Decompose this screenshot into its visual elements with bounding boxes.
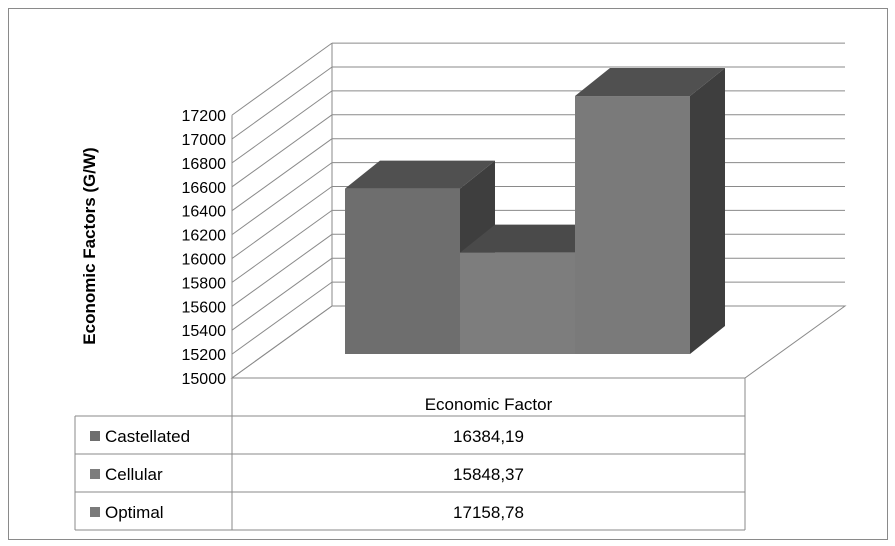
data-table: Economic Factor Castellated 16384,19 Cellul… — [74, 378, 746, 531]
gridline-diagonal — [231, 186, 333, 259]
y-tick-label: 17200 — [182, 108, 227, 125]
legend-swatch-castellated — [90, 431, 100, 441]
chart-bars — [345, 68, 725, 354]
bar-castellated — [345, 188, 460, 354]
gridline-diagonal — [231, 138, 333, 212]
legend-label-cellular: Cellular — [105, 465, 163, 484]
bar-top-optimal — [575, 68, 725, 97]
gridline-diagonal — [231, 257, 333, 331]
legend-swatch-cellular — [90, 469, 100, 479]
gridline-diagonal — [231, 281, 333, 355]
legend-swatch-optimal — [90, 507, 100, 517]
bar-optimal — [575, 96, 690, 354]
gridline-diagonal — [231, 42, 333, 116]
y-tick-label: 16600 — [182, 180, 227, 197]
data-value-cellular: 15848,37 — [453, 465, 524, 484]
legend-label-castellated: Castellated — [105, 427, 190, 446]
gridline-diagonal — [231, 209, 333, 283]
y-axis-ticks: 15000 15200 15400 15600 15800 16000 16200 16400… — [182, 108, 227, 388]
bar-top-castellated — [345, 160, 495, 189]
y-tick-label: 16800 — [182, 156, 227, 173]
data-value-castellated: 16384,19 — [453, 427, 524, 446]
gridline-diagonal — [231, 114, 333, 188]
y-tick-label: 15000 — [182, 371, 227, 388]
y-tick-label: 15600 — [182, 299, 227, 316]
y-tick-label: 15400 — [182, 323, 227, 340]
bar-side-optimal — [690, 68, 725, 354]
data-value-optimal: 17158,78 — [453, 503, 524, 522]
gridline-diagonal — [231, 305, 333, 379]
y-tick-label: 15200 — [182, 347, 227, 364]
bar-top-cellular — [460, 224, 610, 253]
y-tick-label: 16400 — [182, 204, 227, 221]
y-axis-label: Economic Factors (G/W) — [80, 147, 99, 344]
gridline-diagonal — [231, 66, 333, 140]
y-tick-label: 15800 — [182, 275, 227, 292]
gridline-diagonal — [231, 90, 333, 164]
y-tick-label: 16200 — [182, 228, 227, 245]
bar-cellular — [460, 252, 575, 354]
table-category-header: Economic Factor — [425, 395, 553, 414]
legend-label-optimal: Optimal — [105, 503, 164, 522]
y-tick-label: 16000 — [182, 252, 227, 269]
y-tick-label: 17000 — [182, 132, 227, 149]
gridline-diagonal — [231, 233, 333, 307]
gridline-diagonal — [231, 162, 333, 236]
